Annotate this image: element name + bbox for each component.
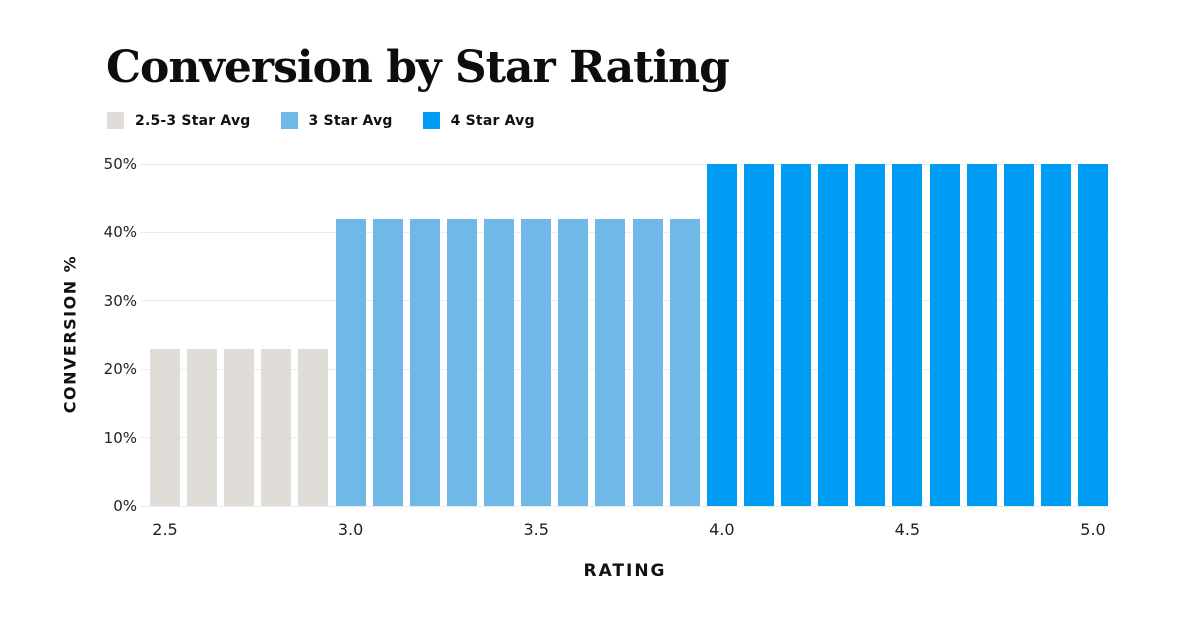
bar bbox=[781, 164, 812, 506]
bar bbox=[632, 218, 663, 506]
bar bbox=[372, 218, 403, 506]
y-tick-label: 10% bbox=[103, 428, 137, 447]
y-tick-label: 20% bbox=[103, 360, 137, 379]
bar bbox=[966, 164, 997, 506]
legend-item: 2.5-3 Star Avg bbox=[107, 112, 251, 129]
x-tick-label: 4.0 bbox=[709, 520, 735, 539]
bar bbox=[1003, 164, 1034, 506]
x-tick-label: 3.0 bbox=[337, 520, 364, 539]
legend-label: 2.5-3 Star Avg bbox=[135, 112, 251, 129]
x-tick-labels: 2.5 3.0 3.5 4.0 4.5 5.0 bbox=[140, 520, 1110, 542]
y-tick-labels: 0% 10% 20% 30% 40% 50% bbox=[40, 155, 137, 515]
bar bbox=[892, 164, 923, 506]
y-tick-label: 0% bbox=[113, 497, 137, 515]
legend-item: 4 Star Avg bbox=[422, 112, 535, 129]
legend-label: 3 Star Avg bbox=[308, 112, 393, 129]
bar bbox=[1078, 164, 1108, 506]
x-tick-label: 2.5 bbox=[152, 520, 178, 539]
gridline bbox=[140, 163, 1110, 165]
legend-swatch bbox=[280, 112, 298, 129]
bar bbox=[558, 218, 589, 506]
bar bbox=[261, 348, 292, 506]
y-tick-label: 50% bbox=[103, 155, 137, 173]
y-tick-label: 30% bbox=[103, 291, 137, 310]
legend-swatch bbox=[107, 112, 124, 129]
bar bbox=[669, 218, 700, 506]
y-tick-label: 40% bbox=[103, 223, 137, 242]
x-tick-label: 4.5 bbox=[894, 520, 921, 539]
x-tick-label: 3.5 bbox=[523, 520, 549, 539]
legend: 2.5-3 Star Avg 3 Star Avg 4 Star Avg bbox=[107, 112, 535, 129]
bar bbox=[409, 218, 440, 506]
bar bbox=[855, 164, 886, 506]
legend-item: 3 Star Avg bbox=[280, 112, 393, 129]
x-axis-title: RATING bbox=[583, 561, 667, 581]
bar bbox=[595, 218, 626, 506]
bar bbox=[929, 164, 960, 506]
bar bbox=[298, 348, 329, 506]
gridline bbox=[140, 505, 1110, 507]
bar bbox=[818, 164, 849, 506]
bar bbox=[224, 348, 255, 506]
x-tick-label: 5.0 bbox=[1080, 520, 1106, 539]
bar bbox=[150, 348, 180, 506]
bar bbox=[743, 164, 774, 506]
bar bbox=[446, 218, 477, 506]
bar bbox=[484, 218, 515, 506]
legend-label: 4 Star Avg bbox=[450, 112, 535, 129]
bar bbox=[706, 164, 737, 506]
legend-swatch bbox=[422, 112, 440, 129]
bar bbox=[187, 348, 218, 506]
bar bbox=[521, 218, 552, 506]
chart-title: Conversion by Star Rating bbox=[106, 42, 730, 93]
plot-area bbox=[140, 163, 1110, 507]
bar bbox=[1040, 164, 1071, 506]
bar bbox=[335, 218, 366, 506]
